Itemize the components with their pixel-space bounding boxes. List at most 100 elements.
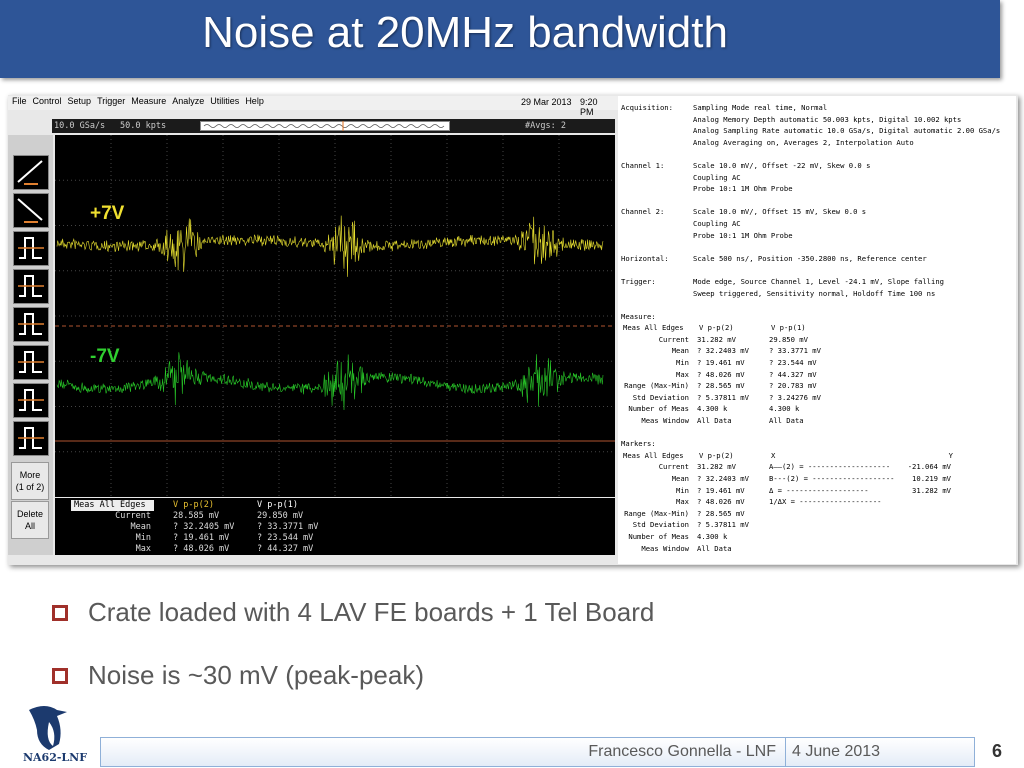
info-label: Measure: [621, 311, 656, 321]
meas-cell: ? 32.2405 mV [173, 522, 235, 532]
info-label: Channel 2: [621, 207, 665, 217]
info-row: Coupling AC [621, 218, 1016, 230]
menu-bar: File Control Setup Trigger Measure Analyze Uti… [8, 96, 618, 117]
info-cell: Std Deviation [632, 520, 689, 530]
info-label [621, 114, 693, 126]
channel-label: +7V [90, 203, 125, 224]
info-cell: 29.850 mV [769, 334, 808, 344]
info-cell: ? 28.565 mV [697, 508, 745, 518]
info-row: Meas Window All Data [621, 543, 1016, 555]
info-cell: 10.219 mV [912, 474, 951, 483]
info-line: Scale 500 ns/, Position -350.2800 ns, Re… [693, 253, 927, 263]
tool-icon[interactable] [13, 345, 49, 380]
info-row: Current 31.282 mV A——(2) = ---------------… [621, 461, 1016, 473]
sample-rate: 10.0 GSa/s [54, 121, 106, 131]
page-number: 6 [992, 741, 1003, 761]
info-row: Min ? 19.461 mV ? 23.544 mV [621, 357, 1016, 369]
spacer [621, 264, 1016, 276]
tool-icon[interactable] [13, 421, 49, 456]
info-cell: X [771, 450, 776, 460]
info-row: Meas All Edges V p-p(2) V p-p(1) [621, 322, 1016, 334]
info-row: Mean ? 32.2403 mV ? 33.3771 mV [621, 345, 1016, 357]
info-label [621, 183, 693, 195]
info-cell: Min [676, 358, 689, 368]
menu-item: File [12, 96, 27, 106]
info-cell: ? 48.026 mV [697, 497, 745, 507]
status-bar: 10.0 GSa/s 50.0 kpts #Avgs: 2 [52, 119, 615, 133]
menu-item: Control [32, 96, 62, 106]
scope-date: 29 Mar 2013 [521, 97, 572, 107]
info-row: Probe 10:1 1M Ohm Probe [621, 230, 1016, 242]
meas-cell: ? 23.544 mV [257, 533, 314, 543]
info-cell: Std Deviation [632, 392, 689, 402]
info-cell: All Data [697, 543, 732, 553]
info-label: Channel 1: [621, 160, 665, 170]
slide-title: Noise at 20MHz bandwidth [202, 8, 728, 57]
info-row: Analog Sampling Rate automatic 10.0 GSa/… [621, 125, 1016, 137]
spacer [621, 299, 1016, 311]
tool-icon[interactable] [13, 193, 49, 228]
meas-cell: 28.585 mV [173, 511, 220, 521]
info-cell: ? 28.565 mV [697, 381, 745, 391]
info-line: Coupling AC [693, 172, 741, 182]
info-row: Acquisition: Sampling Mode real time, Nor… [621, 102, 1016, 114]
info-row: Range (Max-Min) ? 28.565 mV ? 20.783 mV [621, 380, 1016, 392]
button-text: All [24, 521, 35, 531]
info-cell: Y [948, 450, 953, 460]
meas-cell: ? 48.026 mV [173, 544, 230, 554]
meas-row: Current 28.585 mV 29.850 mV [55, 511, 615, 522]
info-line: Sampling Mode real time, Normal [693, 103, 828, 112]
info-cell: All Data [769, 416, 804, 426]
title-bar [0, 0, 1000, 78]
bullet-marker [52, 605, 68, 621]
side-button[interactable]: Delete All [11, 501, 49, 539]
meas-cell: V p-p(1) [257, 500, 298, 510]
info-cell: ? 23.544 mV [769, 358, 817, 368]
info-cell: ? 19.461 mV [697, 485, 745, 495]
info-cell: 4.300 k [697, 404, 728, 414]
info-row: Current 31.282 mV 29.850 mV [621, 334, 1016, 346]
info-cell: V p-p(1) [771, 323, 806, 333]
info-cell: 4.300 k [769, 404, 800, 414]
info-cell: Meas All Edges [623, 323, 684, 333]
tool-icon[interactable] [13, 307, 49, 342]
info-label [621, 230, 693, 242]
info-cell: Number of Meas [628, 531, 689, 541]
info-cell: ? 32.2403 mV [697, 346, 749, 356]
meas-row: Max ? 48.026 mV ? 44.327 mV [55, 544, 615, 555]
overview [200, 121, 450, 131]
info-cell: Max [676, 497, 689, 507]
info-line: Probe 10:1 1M Ohm Probe [693, 184, 793, 194]
tool-icon[interactable] [13, 269, 49, 304]
tool-icon[interactable] [13, 155, 49, 190]
spacer [621, 195, 1016, 207]
info-row: Sweep triggered, Sensitivity normal, Hol… [621, 288, 1016, 300]
tool-icon[interactable] [13, 383, 49, 418]
info-cell: Number of Meas [628, 404, 689, 414]
info-cell: Current [658, 334, 689, 344]
button-text: Delete [16, 509, 43, 519]
info-line: Analog Averaging on, Averages 2, Interpo… [693, 137, 914, 147]
footer-date: 4 June 2013 [792, 743, 881, 760]
info-row: Coupling AC [621, 172, 1016, 184]
info-cell: ? 5.37811 mV [697, 392, 749, 402]
side-button[interactable]: More (1 of 2) [11, 462, 49, 500]
meas-cell: ? 19.461 mV [173, 533, 230, 543]
info-row: Min ? 19.461 mV Δ = ------------------- 31.… [621, 485, 1016, 497]
footer-bar [100, 737, 975, 767]
tool-icon[interactable] [13, 231, 49, 266]
menu-item: Measure [131, 96, 167, 106]
bullet-marker [52, 668, 68, 684]
meas-cell: Current [115, 511, 151, 521]
info-cell: Current [658, 462, 689, 472]
meas-row: Min ? 19.461 mV ? 23.544 mV [55, 533, 615, 544]
info-row: Channel 2: Scale 10.0 mV/, Offset 15 mV, … [621, 206, 1016, 218]
info-label [621, 137, 693, 149]
info-line: Mode edge, Source Channel 1, Level -24.1… [693, 276, 944, 286]
info-cell: All Data [697, 416, 732, 426]
menu-item: Utilities [210, 96, 240, 106]
info-row: Probe 10:1 1M Ohm Probe [621, 183, 1016, 195]
info-cell: A——(2) = ------------------- [769, 462, 891, 472]
info-line: Scale 10.0 mV/, Offset -22 mV, Skew 0.0 … [693, 160, 871, 170]
meas-cell: Max [135, 544, 151, 554]
